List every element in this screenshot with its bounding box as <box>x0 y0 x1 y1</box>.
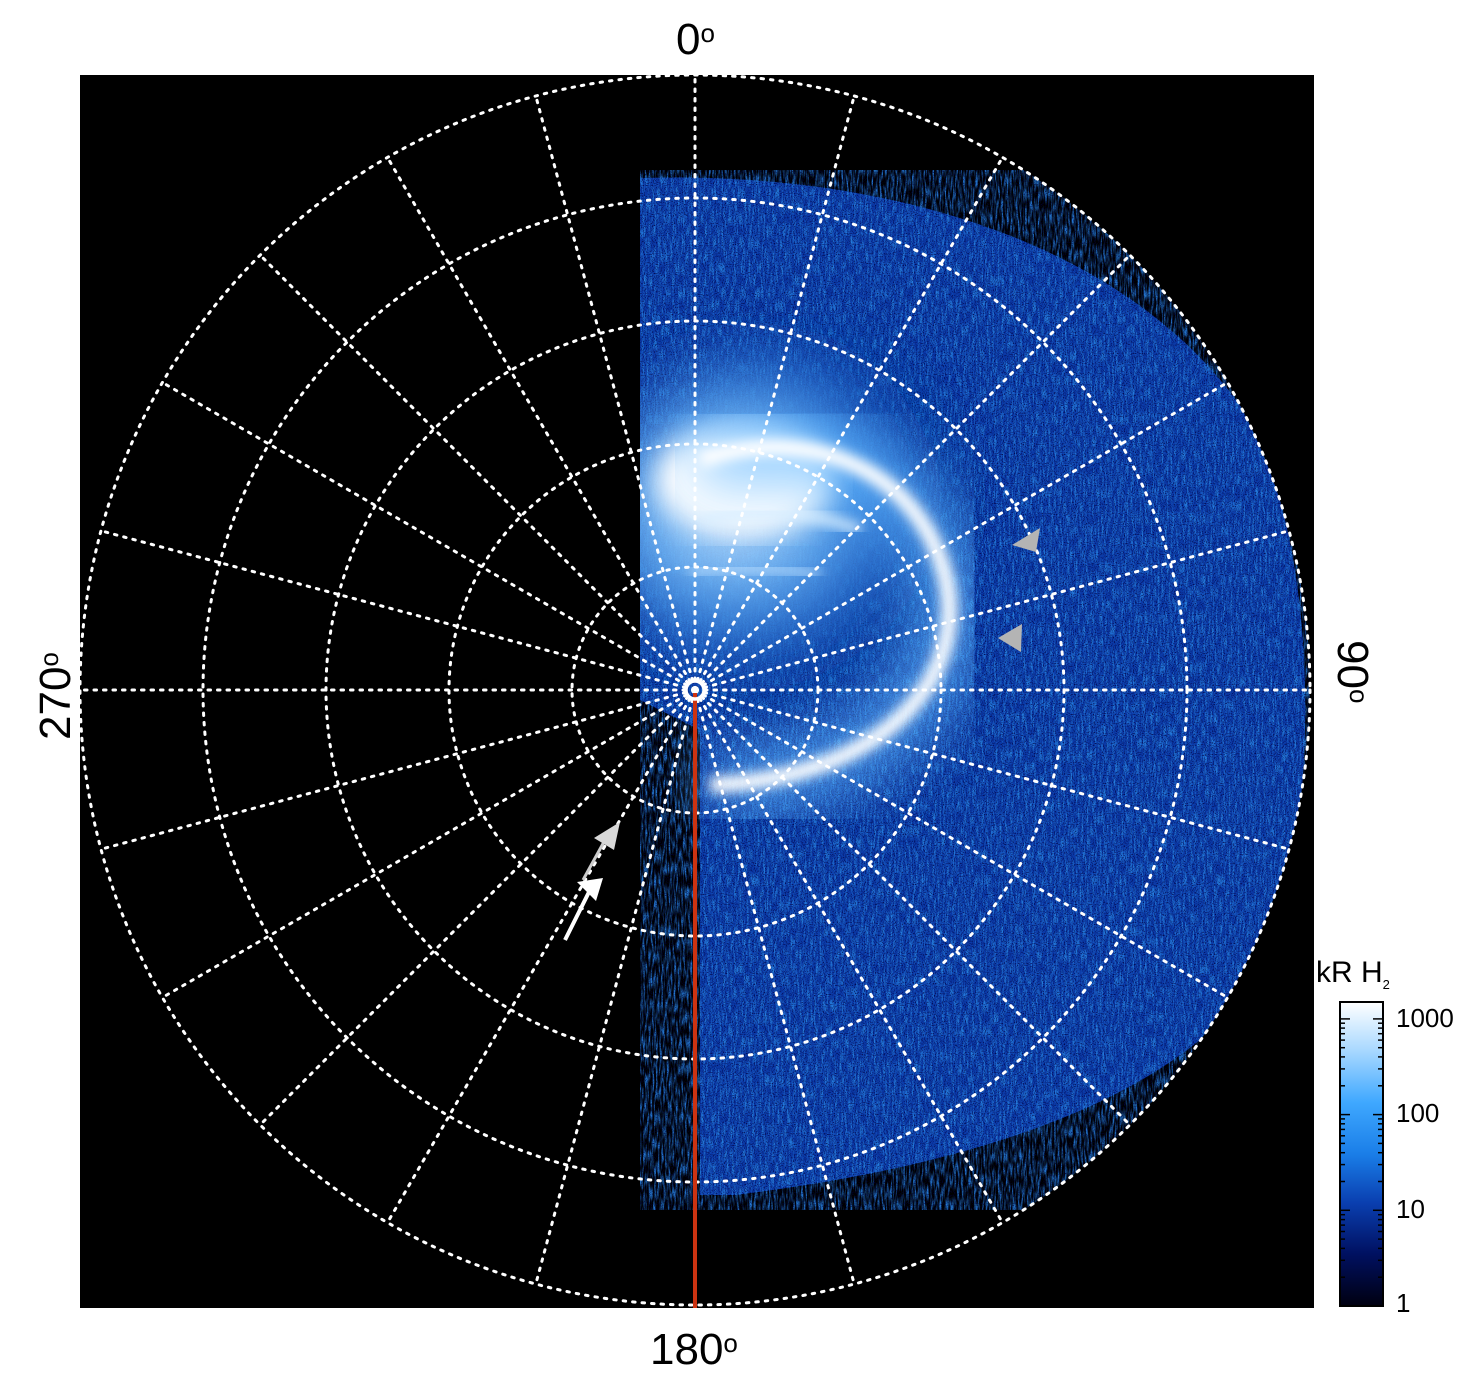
colorbar-tick-marks <box>1340 1018 1383 1307</box>
azimuth-label-bottom: 180o <box>650 1325 738 1374</box>
grid-spoke <box>693 688 1004 1225</box>
grid-spoke <box>258 688 697 1127</box>
colorbar-tick-label: 100 <box>1396 1098 1440 1128</box>
grid-spoke <box>693 381 1230 692</box>
grid-spoke <box>160 381 697 692</box>
grid-spoke <box>693 253 1132 692</box>
colorbar-title: kR H2 <box>1316 956 1390 992</box>
grid-spoke <box>258 253 697 692</box>
oval-inner-streak <box>698 507 862 535</box>
grid-spoke <box>693 688 856 1286</box>
grid-spoke <box>386 155 697 692</box>
gray-arrow-upper-shaft <box>581 839 607 881</box>
grid-spoke <box>534 688 697 1286</box>
main-oval <box>697 439 958 793</box>
grid-spoke <box>693 688 1291 851</box>
polar-grid <box>78 73 1312 1307</box>
grid-spoke <box>693 688 1132 1127</box>
pole-marker <box>684 679 706 701</box>
colorbar-tick-label: 1000 <box>1396 1003 1454 1033</box>
grid-spoke <box>693 155 1004 692</box>
grid-spoke <box>693 688 1230 999</box>
colorbar-tick-label: 10 <box>1396 1194 1425 1224</box>
grid-spoke <box>160 688 697 999</box>
gray-arrow-upper-head <box>594 822 620 850</box>
oval-inner-streak-2 <box>689 564 821 579</box>
colorbar-tick-label: 1 <box>1396 1288 1411 1318</box>
colorbar-gradient <box>1339 1001 1384 1307</box>
white-arrow-lower-shaft <box>563 889 592 941</box>
white-arrow-lower-head <box>577 878 603 901</box>
grid-spoke <box>99 529 697 692</box>
colorbar <box>1339 1001 1384 1307</box>
grid-spoke <box>693 529 1291 692</box>
grid-spoke <box>386 688 697 1225</box>
grid-spoke <box>693 94 856 692</box>
azimuth-label-top: 0o <box>676 15 715 64</box>
grid-spoke <box>99 688 697 851</box>
gray-arrowhead-lower <box>998 624 1022 652</box>
azimuth-label-right: 90o <box>1328 640 1377 704</box>
grid-spoke <box>534 94 697 692</box>
annotation-arrows <box>563 528 1040 941</box>
grid-ring <box>78 73 1312 1307</box>
gray-arrowhead-upper <box>1012 528 1040 552</box>
azimuth-label-left: 270o <box>31 652 80 740</box>
